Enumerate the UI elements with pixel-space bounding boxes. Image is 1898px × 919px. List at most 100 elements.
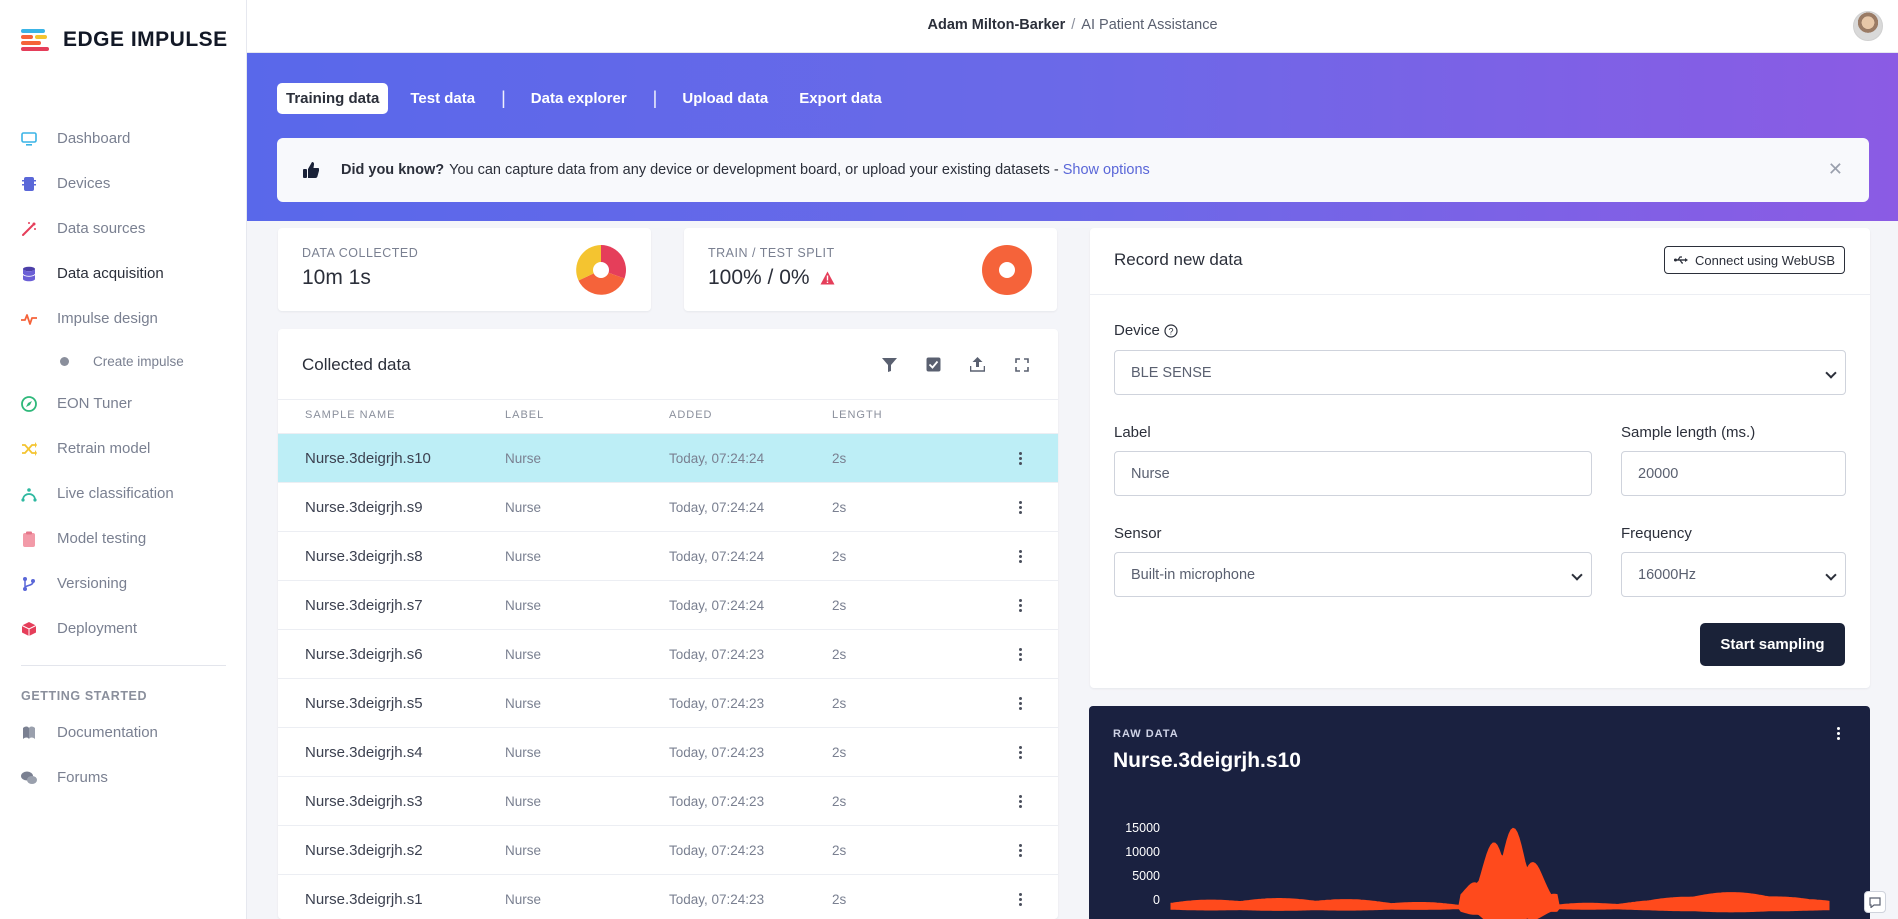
table-body: Nurse.3deigrjh.s10 Nurse Today, 07:24:24…	[278, 433, 1058, 919]
table-row[interactable]: Nurse.3deigrjh.s5 Nurse Today, 07:24:23 …	[278, 678, 1058, 727]
sample-added: Today, 07:24:24	[669, 499, 765, 515]
record-title: Record new data	[1114, 250, 1243, 269]
sample-name: Nurse.3deigrjh.s5	[305, 694, 423, 712]
filter-icon[interactable]	[879, 354, 900, 375]
tab-data-explorer[interactable]: Data explorer	[530, 90, 627, 107]
sidebar-item-versioning[interactable]: Versioning	[0, 561, 247, 606]
sample-length-input[interactable]: 20000	[1621, 451, 1846, 496]
device-select[interactable]: BLE SENSE	[1114, 350, 1846, 395]
raw-data-waveform: 15000 10000 5000 0	[1125, 821, 1830, 919]
raw-data-panel: RAW DATA Nurse.3deigrjh.s10 15000 10000 …	[1089, 706, 1870, 919]
sample-label: Nurse	[505, 499, 542, 515]
sidebar-item-deployment[interactable]: Deployment	[0, 606, 247, 651]
train-test-split-label: TRAIN / TEST SPLIT	[708, 246, 835, 260]
show-options-link[interactable]: Show options	[1062, 162, 1150, 178]
column-header-length[interactable]: LENGTH	[832, 408, 883, 421]
feedback-chat-icon[interactable]	[1864, 891, 1886, 913]
tab-upload-data[interactable]: Upload data	[682, 90, 769, 107]
column-header-label[interactable]: LABEL	[505, 408, 545, 421]
table-row[interactable]: Nurse.3deigrjh.s2 Nurse Today, 07:24:23 …	[278, 825, 1058, 874]
curve-icon	[21, 486, 37, 502]
column-header-sample-name[interactable]: SAMPLE NAME	[305, 408, 396, 421]
sample-name: Nurse.3deigrjh.s10	[305, 449, 431, 467]
sidebar-item-label: Devices	[57, 175, 111, 192]
sensor-select[interactable]: Built-in microphone	[1114, 552, 1592, 597]
table-row[interactable]: Nurse.3deigrjh.s9 Nurse Today, 07:24:24 …	[278, 482, 1058, 531]
tab-test-data[interactable]: Test data	[410, 90, 476, 107]
table-row[interactable]: Nurse.3deigrjh.s3 Nurse Today, 07:24:23 …	[278, 776, 1058, 825]
record-divider	[1090, 294, 1870, 295]
sample-name: Nurse.3deigrjh.s8	[305, 547, 423, 565]
row-menu-icon[interactable]	[982, 794, 1058, 808]
close-icon[interactable]: ✕	[1827, 159, 1843, 179]
sidebar-item-documentation[interactable]: Documentation	[0, 710, 247, 755]
sample-added: Today, 07:24:23	[669, 695, 765, 711]
sample-length: 2s	[832, 548, 847, 564]
table-row[interactable]: Nurse.3deigrjh.s8 Nurse Today, 07:24:24 …	[278, 531, 1058, 580]
sidebar-item-label: Model testing	[57, 530, 147, 547]
sidebar-item-create-impulse[interactable]: Create impulse	[0, 341, 247, 381]
row-menu-icon[interactable]	[982, 549, 1058, 563]
row-menu-icon[interactable]	[982, 451, 1058, 465]
train-test-split-pie-icon	[982, 245, 1032, 295]
sample-length: 2s	[832, 646, 847, 662]
avatar[interactable]	[1853, 11, 1883, 41]
sidebar-item-dashboard[interactable]: Dashboard	[0, 116, 247, 161]
table-row[interactable]: Nurse.3deigrjh.s7 Nurse Today, 07:24:24 …	[278, 580, 1058, 629]
collected-data-toolbar	[879, 354, 1032, 375]
expand-icon[interactable]	[1011, 354, 1032, 375]
sidebar-item-label: Data sources	[57, 220, 146, 237]
hero-banner: Training data Test data | Data explorer …	[247, 53, 1898, 221]
sidebar-item-live-classification[interactable]: Live classification	[0, 471, 247, 516]
top-bar: Adam Milton-Barker / AI Patient Assistance	[247, 0, 1898, 53]
shuffle-icon	[21, 441, 37, 457]
sidebar-item-model-testing[interactable]: Model testing	[0, 516, 247, 561]
sidebar: EDGE IMPULSE Dashboard Devices Data sour…	[0, 0, 247, 919]
row-menu-icon[interactable]	[982, 843, 1058, 857]
table-row[interactable]: Nurse.3deigrjh.s6 Nurse Today, 07:24:23 …	[278, 629, 1058, 678]
train-test-split-value: 100% / 0%	[708, 266, 835, 290]
upload-icon[interactable]	[967, 354, 988, 375]
table-header: SAMPLE NAME LABEL ADDED LENGTH	[278, 399, 1058, 429]
sidebar-item-impulse-design[interactable]: Impulse design	[0, 296, 247, 341]
breadcrumb-separator: /	[1071, 17, 1076, 33]
sidebar-item-eon-tuner[interactable]: EON Tuner	[0, 381, 247, 426]
sidebar-item-label: Retrain model	[57, 440, 151, 457]
row-menu-icon[interactable]	[982, 598, 1058, 612]
breadcrumb-project[interactable]: AI Patient Assistance	[1081, 17, 1218, 33]
raw-data-menu-icon[interactable]	[1837, 727, 1840, 740]
table-row[interactable]: Nurse.3deigrjh.s10 Nurse Today, 07:24:24…	[278, 433, 1058, 482]
table-row[interactable]: Nurse.3deigrjh.s1 Nurse Today, 07:24:23 …	[278, 874, 1058, 919]
sample-label: Nurse	[505, 548, 542, 564]
help-icon[interactable]: ?	[1164, 323, 1178, 338]
breadcrumb-user[interactable]: Adam Milton-Barker	[927, 17, 1066, 33]
sidebar-item-retrain-model[interactable]: Retrain model	[0, 426, 247, 471]
row-menu-icon[interactable]	[982, 745, 1058, 759]
row-menu-icon[interactable]	[982, 500, 1058, 514]
sidebar-item-label: Live classification	[57, 485, 174, 502]
train-test-split-amount: 100% / 0%	[708, 266, 810, 289]
frequency-select[interactable]: 16000Hz	[1621, 552, 1846, 597]
sidebar-item-devices[interactable]: Devices	[0, 161, 247, 206]
sidebar-item-forums[interactable]: Forums	[0, 755, 247, 800]
brand-logo[interactable]: EDGE IMPULSE	[21, 28, 228, 52]
column-header-added[interactable]: ADDED	[669, 408, 713, 421]
tab-export-data[interactable]: Export data	[799, 90, 882, 107]
connect-webusb-button[interactable]: Connect using WebUSB	[1664, 246, 1845, 274]
row-menu-icon[interactable]	[982, 647, 1058, 661]
label-input[interactable]: Nurse	[1114, 451, 1592, 496]
tab-training-data[interactable]: Training data	[277, 83, 389, 114]
row-menu-icon[interactable]	[982, 696, 1058, 710]
collected-data-title: Collected data	[302, 355, 411, 374]
sidebar-item-label: Dashboard	[57, 130, 131, 147]
sample-length: 2s	[832, 891, 847, 907]
sidebar-item-data-acquisition[interactable]: Data acquisition	[0, 251, 247, 296]
sidebar-nav: Dashboard Devices Data sources Data acqu…	[0, 116, 247, 800]
sample-label: Nurse	[505, 450, 542, 466]
row-menu-icon[interactable]	[982, 892, 1058, 906]
warning-icon[interactable]	[820, 271, 835, 285]
start-sampling-button[interactable]: Start sampling	[1700, 623, 1845, 666]
sidebar-item-data-sources[interactable]: Data sources	[0, 206, 247, 251]
select-icon[interactable]	[923, 354, 944, 375]
table-row[interactable]: Nurse.3deigrjh.s4 Nurse Today, 07:24:23 …	[278, 727, 1058, 776]
